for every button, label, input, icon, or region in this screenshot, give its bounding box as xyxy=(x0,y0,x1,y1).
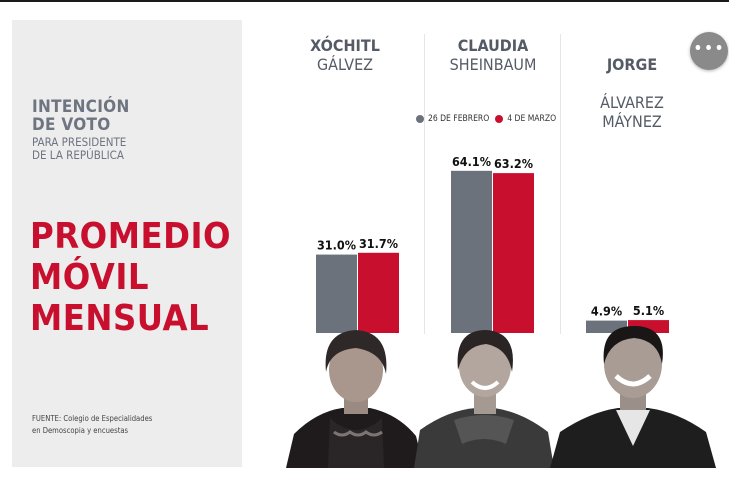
bar-mar-1 xyxy=(493,173,534,333)
column-divider xyxy=(424,34,425,334)
bar-value-label: 31.0% xyxy=(317,238,356,253)
bar-value-label: 64.1% xyxy=(452,154,491,169)
legend-label: 4 DE MARZO xyxy=(507,114,557,124)
bar-value-label: 63.2% xyxy=(494,156,533,171)
legend-swatch-gray xyxy=(416,115,424,123)
source-note: FUENTE: Colegio de Especialidades en Dem… xyxy=(32,414,153,435)
bar-value-label: 4.9% xyxy=(591,304,622,319)
top-rule xyxy=(0,0,729,2)
candidate-name-sheinbaum: CLAUDIA SHEINBAUM xyxy=(428,36,558,74)
candidate-photo-galvez xyxy=(286,330,424,468)
heading: INTENCIÓN DE VOTO xyxy=(32,97,130,135)
column-divider xyxy=(560,34,561,334)
chart-title: PROMEDIO MÓVIL MENSUAL xyxy=(30,216,232,339)
candidate-first-name: JORGE xyxy=(606,55,658,74)
candidate-photo-sheinbaum xyxy=(414,330,554,468)
bar-feb-0 xyxy=(316,254,357,333)
legend-label: 26 DE FEBRERO xyxy=(428,114,490,124)
legend-swatch-red xyxy=(495,115,504,123)
subheading: PARA PRESIDENTE DE LA REPÚBLICA xyxy=(32,135,127,162)
info-panel xyxy=(12,20,242,467)
bar-feb-1 xyxy=(451,170,492,333)
legend-item: 26 DE FEBRERO xyxy=(416,114,489,124)
bar-value-label: 31.7% xyxy=(359,236,398,251)
candidate-photo-alvarez xyxy=(550,326,716,468)
candidate-last-name: ÁLVAREZ MÁYNEZ xyxy=(600,93,664,131)
legend-item: 4 DE MARZO xyxy=(495,114,556,124)
candidate-first-name: XÓCHITL xyxy=(310,36,380,55)
candidate-last-name: GÁLVEZ xyxy=(316,55,374,74)
bar-mar-0 xyxy=(358,252,399,333)
candidate-last-name: SHEINBAUM xyxy=(449,55,537,74)
candidate-first-name: CLAUDIA xyxy=(457,36,529,55)
chart-legend: 26 DE FEBRERO 4 DE MARZO xyxy=(416,114,556,124)
candidate-name-alvarez: JORGE ÁLVAREZ MÁYNEZ xyxy=(567,36,697,150)
more-options-button[interactable]: ••• xyxy=(690,32,728,70)
bar-value-label: 5.1% xyxy=(633,303,664,318)
candidate-name-galvez: XÓCHITL GÁLVEZ xyxy=(280,36,410,74)
